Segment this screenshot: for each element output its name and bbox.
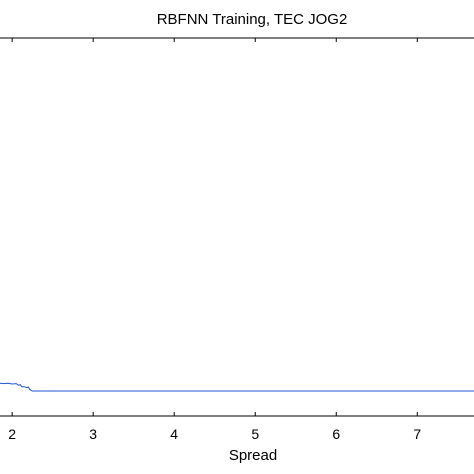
- x-tick-label: 2: [8, 426, 16, 442]
- x-tick-label: 5: [251, 426, 259, 442]
- series-group: [0, 382, 474, 392]
- x-ticks: 2 3 4 5 6 7: [8, 38, 421, 442]
- x-tick-label: 7: [413, 426, 421, 442]
- x-axis-label: Spread: [229, 447, 277, 464]
- x-tick-label: 6: [332, 426, 340, 442]
- chart-title: RBFNN Training, TEC JOG2: [157, 11, 348, 28]
- x-tick-label: 3: [89, 426, 97, 442]
- series-line: [0, 382, 474, 392]
- x-tick-label: 4: [170, 426, 178, 442]
